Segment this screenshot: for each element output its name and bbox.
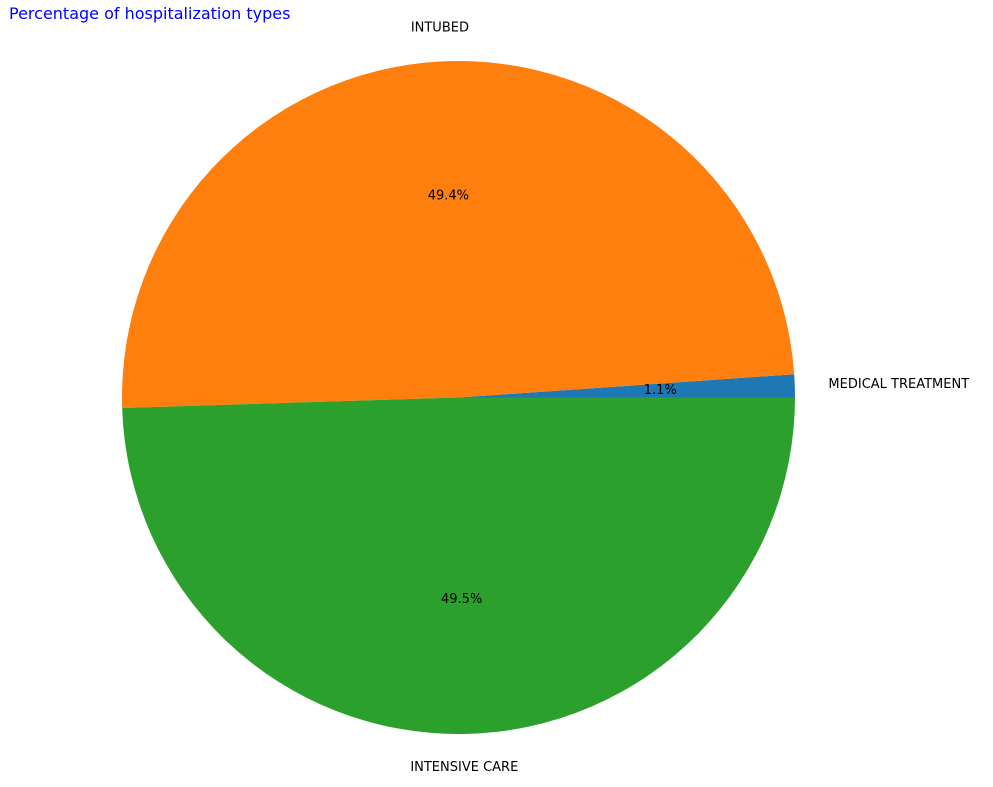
slice-percentage-label: 49.4% xyxy=(428,188,469,203)
slice-label: INTUBED xyxy=(411,20,469,35)
slice-label: INTENSIVE CARE xyxy=(410,760,518,775)
chart-title: Percentage of hospitalization types xyxy=(9,4,290,23)
slice-label: MEDICAL TREATMENT xyxy=(828,377,969,392)
pie-slice-medical-treatment xyxy=(458,374,795,398)
slice-percentage-label: 49.5% xyxy=(441,592,482,607)
pie-slice-intubed xyxy=(122,60,795,409)
slice-percentage-label: 1.1% xyxy=(644,383,677,398)
pie-slice-intensive-care xyxy=(122,397,796,735)
